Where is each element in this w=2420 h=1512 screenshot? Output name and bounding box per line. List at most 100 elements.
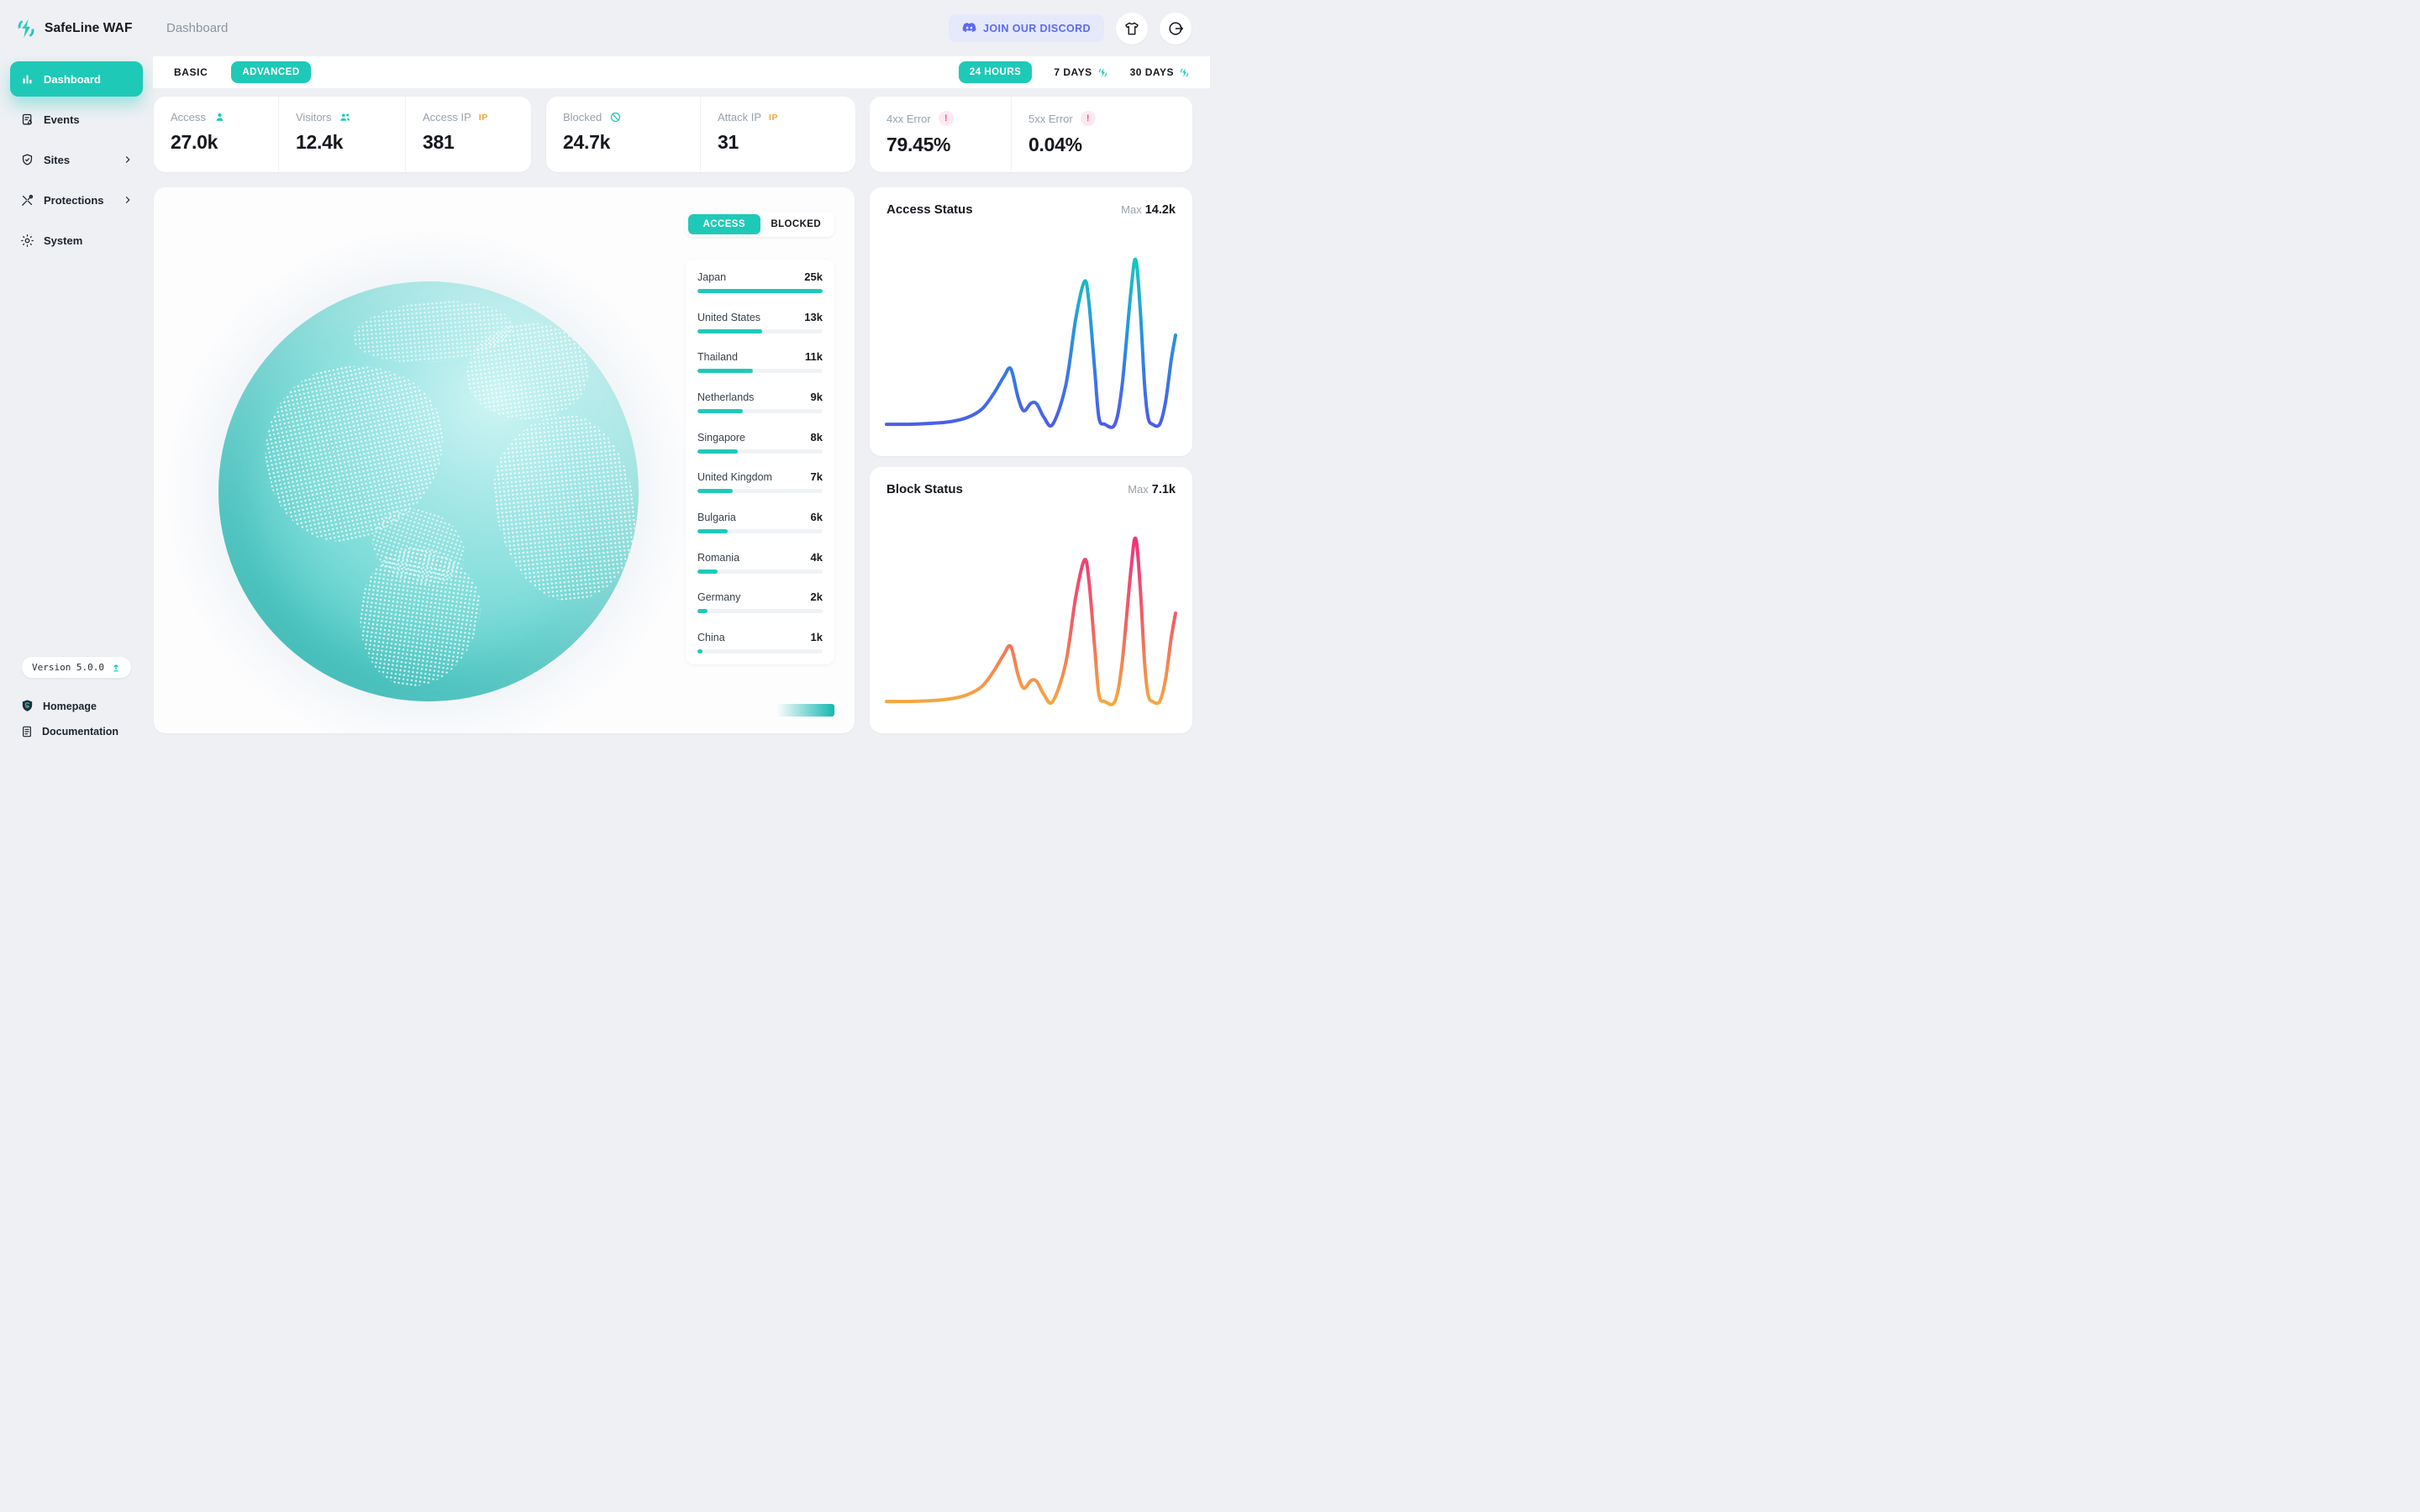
- stat-label: 5xx Error: [1028, 112, 1073, 125]
- access-status-card: Access Status Max 14.2k: [870, 187, 1192, 456]
- sidebar-link-homepage[interactable]: Homepage: [0, 693, 153, 719]
- block-icon: [609, 111, 622, 123]
- alert-icon: !: [1080, 111, 1096, 126]
- stat-value: 79.45%: [886, 134, 951, 155]
- stat-5xx-error: 5xx Error ! 0.04%: [1011, 97, 1192, 172]
- country-name: Japan: [697, 271, 727, 283]
- country-row[interactable]: Netherlands 9k: [697, 391, 823, 413]
- chart-title: Block Status: [886, 482, 963, 496]
- stat-value: 0.04%: [1028, 134, 1082, 155]
- join-discord-button[interactable]: JOIN OUR DISCORD: [949, 14, 1104, 42]
- chevron-right-icon: [123, 155, 133, 165]
- country-value: 7k: [810, 470, 823, 484]
- country-row[interactable]: China 1k: [697, 631, 823, 654]
- country-bar-track: [697, 449, 823, 454]
- sidebar-item-label: Protections: [44, 193, 104, 207]
- tab-24-hours[interactable]: 24 HOURS: [958, 61, 1033, 83]
- country-value: 6k: [810, 510, 823, 523]
- stat-label: Blocked: [563, 111, 602, 123]
- block-status-line-chart: [885, 536, 1177, 706]
- sidebar-item-sites[interactable]: Sites: [10, 142, 143, 177]
- stat-value: 12.4k: [296, 131, 344, 153]
- tab-basic[interactable]: BASIC: [174, 66, 208, 78]
- country-bar-fill: [697, 328, 763, 333]
- main-content: BASIC ADVANCED 24 HOURS 7 DAYS 30 DAYS A…: [153, 56, 1210, 756]
- stat-visitors: Visitors 12.4k: [278, 97, 405, 172]
- dotted-globe: [218, 281, 639, 701]
- stat-value: 31: [718, 131, 739, 153]
- country-name: United States: [697, 311, 761, 323]
- app-title: SafeLine WAF: [45, 20, 133, 35]
- sidebar-item-system[interactable]: System: [10, 223, 143, 258]
- logout-button[interactable]: [1160, 12, 1192, 45]
- toggle-access[interactable]: ACCESS: [688, 214, 760, 234]
- stat-blocked: Blocked 24.7k: [546, 97, 700, 172]
- country-name: Bulgaria: [697, 511, 736, 523]
- country-bar-track: [697, 528, 823, 533]
- top-header: SafeLine WAF Dashboard JOIN OUR DISCORD: [0, 0, 1210, 56]
- stat-access-ip: Access IP IP 381: [405, 97, 531, 172]
- pro-bolt-icon: [1097, 67, 1108, 78]
- country-bar-track: [697, 609, 823, 614]
- tab-30-days[interactable]: 30 DAYS: [1130, 66, 1190, 78]
- shield-check-icon: [20, 153, 34, 167]
- stat-label: Access IP: [423, 111, 471, 123]
- alert-icon: !: [938, 111, 954, 126]
- country-bar-track: [697, 648, 823, 654]
- stat-label: Visitors: [296, 111, 332, 123]
- country-bar-fill: [697, 609, 708, 614]
- country-name: Thailand: [697, 351, 738, 364]
- sidebar-link-label: Homepage: [43, 700, 97, 712]
- country-value: 2k: [810, 591, 823, 604]
- country-bar-track: [697, 289, 823, 293]
- country-row[interactable]: United Kingdom 7k: [697, 470, 823, 494]
- person-icon: [213, 111, 226, 123]
- country-bar-track: [697, 369, 823, 374]
- max-label: Max: [1121, 203, 1142, 216]
- country-bar-fill: [697, 528, 728, 533]
- country-row[interactable]: Germany 2k: [697, 591, 823, 614]
- stat-attack-ip: Attack IP IP 31: [700, 97, 855, 172]
- app-logo[interactable]: SafeLine WAF: [0, 18, 153, 39]
- country-row[interactable]: Bulgaria 6k: [697, 511, 823, 533]
- max-value: 7.1k: [1151, 483, 1176, 496]
- sidebar-link-documentation[interactable]: Documentation: [0, 719, 153, 744]
- country-row[interactable]: Thailand 11k: [697, 350, 823, 374]
- safeline-bolt-icon: [15, 18, 37, 39]
- country-row[interactable]: United States 13k: [697, 311, 823, 333]
- update-arrow-icon: [111, 663, 121, 673]
- map-mode-toggle: ACCESS BLOCKED: [686, 212, 834, 237]
- top-countries-panel: Japan 25k United States 13k: [686, 260, 834, 664]
- country-bar-fill: [697, 489, 733, 494]
- tab-7-days[interactable]: 7 DAYS: [1054, 66, 1107, 78]
- country-name: Romania: [697, 551, 740, 564]
- world-map-card: ACCESS BLOCKED Japan 25k United States 1…: [154, 187, 855, 733]
- sidebar-item-protections[interactable]: Protections: [10, 182, 143, 218]
- country-bar-fill: [697, 289, 823, 293]
- tshirt-button[interactable]: [1116, 12, 1148, 45]
- chevron-right-icon: [123, 195, 133, 205]
- version-label: Version 5.0.0: [31, 662, 105, 673]
- stats-card-blocked: Blocked 24.7k Attack IP IP 31: [546, 97, 855, 172]
- sidebar-link-label: Documentation: [42, 726, 118, 738]
- stat-access: Access 27.0k: [154, 97, 278, 172]
- document-icon: [20, 725, 34, 738]
- max-label: Max: [1128, 483, 1149, 496]
- sidebar-item-label: Events: [44, 113, 80, 126]
- country-row[interactable]: Romania 4k: [697, 551, 823, 574]
- safeline-shield-icon: [20, 699, 34, 713]
- country-row[interactable]: Japan 25k: [697, 270, 823, 293]
- sidebar-item-dashboard[interactable]: Dashboard: [10, 61, 143, 97]
- range-tab-label: 7 DAYS: [1054, 66, 1092, 78]
- tab-advanced[interactable]: ADVANCED: [231, 61, 311, 83]
- country-value: 8k: [810, 430, 823, 444]
- sidebar-item-events[interactable]: Events: [10, 102, 143, 137]
- stat-4xx-error: 4xx Error ! 79.45%: [870, 97, 1011, 172]
- toggle-blocked[interactable]: BLOCKED: [760, 214, 833, 234]
- discord-icon: [962, 23, 976, 34]
- country-bar-fill: [697, 449, 738, 454]
- version-badge[interactable]: Version 5.0.0: [21, 657, 132, 678]
- country-name: United Kingdom: [697, 471, 772, 484]
- pro-bolt-icon: [1179, 67, 1190, 78]
- country-row[interactable]: Singapore 8k: [697, 431, 823, 454]
